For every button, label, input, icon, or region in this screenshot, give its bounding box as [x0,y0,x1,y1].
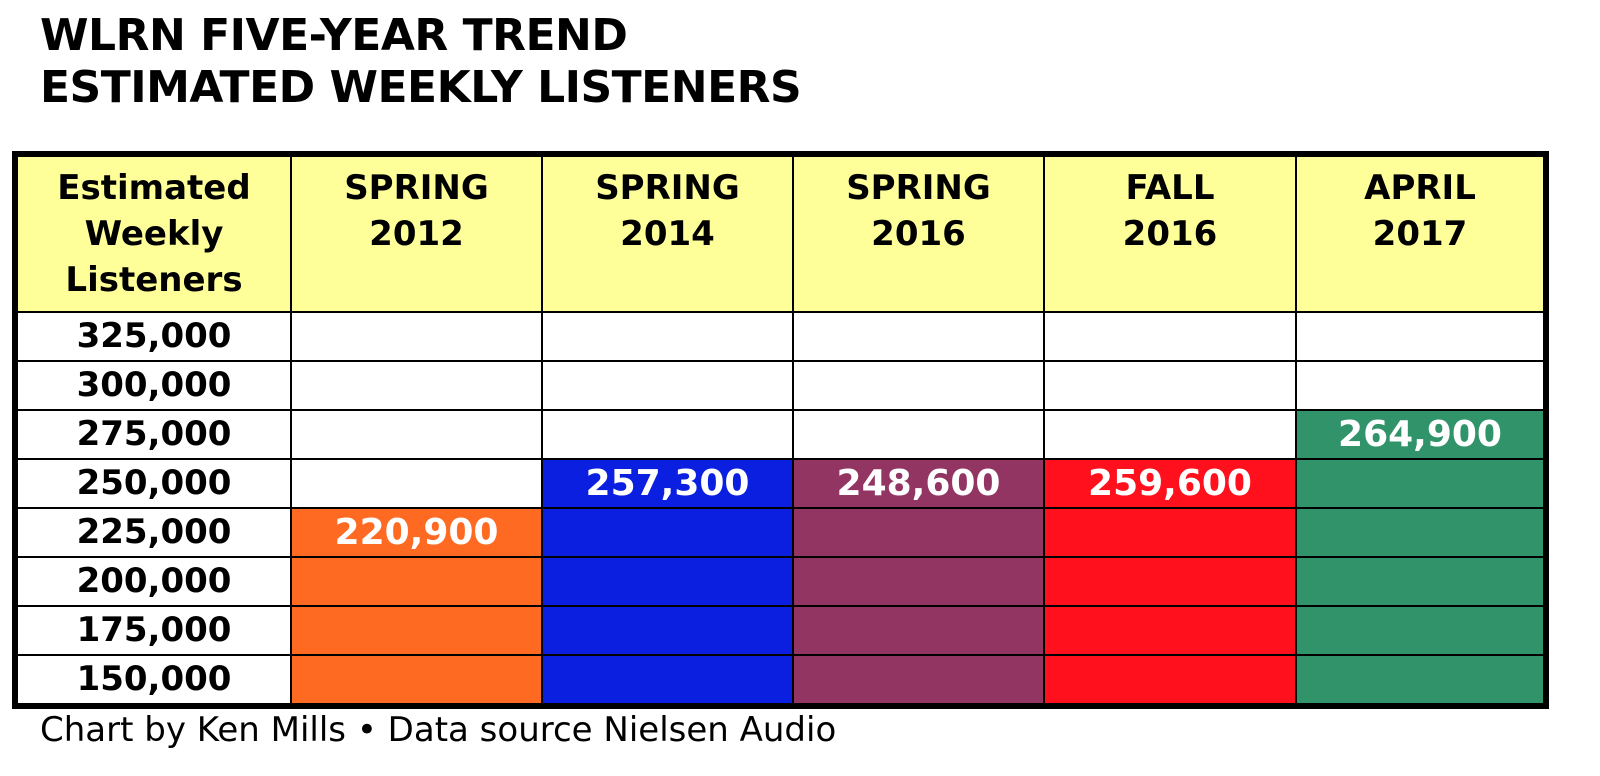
bar-segment-2 [792,556,1045,607]
chart-title: WLRN FIVE-YEAR TREND ESTIMATED WEEKLY LI… [40,10,802,114]
bar-segment-1 [541,556,794,607]
table-row: 275,000 264,900 [14,409,1547,460]
bar-segment-3 [1043,605,1297,656]
bar-segment-0 [290,556,543,607]
header-row: Estimated Weekly Listeners SPRING 2012 SPR… [14,153,1547,313]
listeners-chart-table: Estimated Weekly Listeners SPRING 2012 SPR… [12,151,1549,709]
bar-segment-1 [541,605,794,656]
series-header-line: 2012 [369,214,464,254]
series-header-line: APRIL [1364,168,1476,208]
series-header-1: SPRING 2014 [541,153,794,313]
y-tick-label: 225,000 [14,507,292,558]
empty-cell [1295,360,1547,411]
empty-cell [290,311,543,362]
empty-cell [792,360,1045,411]
empty-cell [792,311,1045,362]
bar-segment-0 [290,605,543,656]
chart-title-line-2: ESTIMATED WEEKLY LISTENERS [40,62,802,113]
bar-data-label-3: 259,600 [1043,458,1297,509]
bar-segment-2 [792,654,1045,707]
bar-segment-1 [541,507,794,558]
table-row: 150,000 [14,654,1547,707]
empty-cell [290,360,543,411]
empty-cell [1043,360,1297,411]
bar-data-label-1: 257,300 [541,458,794,509]
series-header-line: SPRING [846,168,991,208]
table-row: 250,000 257,300 248,600 259,600 [14,458,1547,509]
bar-segment-4 [1295,507,1547,558]
empty-cell [1295,311,1547,362]
series-header-line: 2017 [1372,214,1468,254]
series-header-line: SPRING [344,168,489,208]
y-tick-label: 275,000 [14,409,292,460]
y-tick-label: 250,000 [14,458,292,509]
empty-cell [541,409,794,460]
series-header-2: SPRING 2016 [792,153,1045,313]
chart-title-line-1: WLRN FIVE-YEAR TREND [40,10,628,61]
table-row: 300,000 [14,360,1547,411]
bar-segment-1 [541,654,794,707]
series-header-line: 2016 [1122,214,1218,254]
bar-segment-3 [1043,556,1297,607]
series-header-3: FALL 2016 [1043,153,1297,313]
chart-body: 325,000 300,000 275,000 264,900 250,000 257,3… [14,311,1547,707]
bar-segment-4 [1295,605,1547,656]
chart-footer: Chart by Ken Mills • Data source Nielsen… [40,710,837,750]
series-header-4: APRIL 2017 [1295,153,1547,313]
bar-data-label-2: 248,600 [792,458,1045,509]
empty-cell [541,311,794,362]
table-row: 200,000 [14,556,1547,607]
bar-segment-0 [290,654,543,707]
y-tick-label: 325,000 [14,311,292,362]
table-row: 175,000 [14,605,1547,656]
bar-segment-4 [1295,458,1547,509]
bar-data-label-4: 264,900 [1295,409,1547,460]
series-header-line: 2016 [871,214,966,254]
y-tick-label: 200,000 [14,556,292,607]
y-tick-label: 300,000 [14,360,292,411]
bar-data-label-0: 220,900 [290,507,543,558]
empty-cell [1043,409,1297,460]
series-header-line: FALL [1125,168,1215,208]
empty-cell [290,458,543,509]
table-row: 325,000 [14,311,1547,362]
table-row: 225,000 220,900 [14,507,1547,558]
y-tick-label: 175,000 [14,605,292,656]
empty-cell [1043,311,1297,362]
series-header-0: SPRING 2012 [290,153,543,313]
row-header-label: Estimated Weekly Listeners [14,153,292,313]
bar-segment-2 [792,507,1045,558]
bar-segment-3 [1043,507,1297,558]
y-tick-label: 150,000 [14,654,292,707]
empty-cell [541,360,794,411]
bar-segment-4 [1295,556,1547,607]
series-header-line: 2014 [620,214,715,254]
empty-cell [290,409,543,460]
bar-segment-4 [1295,654,1547,707]
bar-segment-3 [1043,654,1297,707]
empty-cell [792,409,1045,460]
series-header-line: SPRING [595,168,740,208]
bar-segment-2 [792,605,1045,656]
